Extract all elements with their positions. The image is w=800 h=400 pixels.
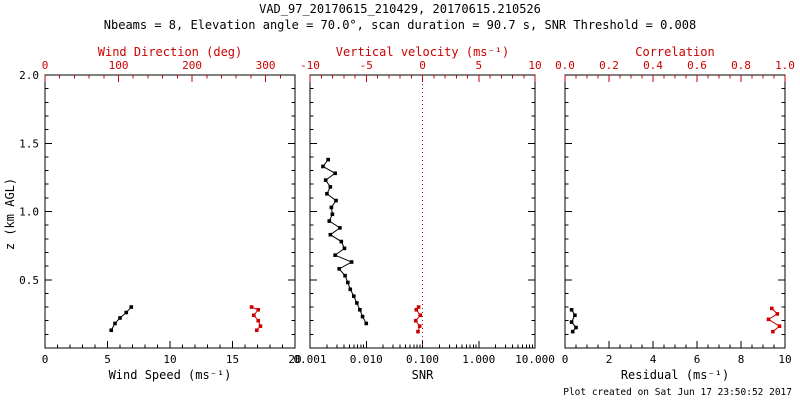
residual-panel: 0 2 4 6 8 10 Residual (ms⁻¹) 0.0 0.2 0.4 0.6 0.8 1.0… <box>555 45 795 382</box>
svg-text:0: 0 <box>42 59 49 72</box>
svg-text:Residual (ms⁻¹): Residual (ms⁻¹) <box>621 368 729 382</box>
plot-title: VAD_97_20170615_210429, 20170615.210526 <box>259 2 541 16</box>
svg-text:1.000: 1.000 <box>462 353 495 366</box>
snr-series <box>321 157 369 326</box>
svg-text:Wind Speed (ms⁻¹): Wind Speed (ms⁻¹) <box>109 368 232 382</box>
plot-created-timestamp: Plot created on Sat Jun 17 23:50:52 2017 <box>563 387 792 398</box>
svg-text:15: 15 <box>226 353 239 366</box>
svg-text:0: 0 <box>562 353 569 366</box>
svg-text:0.2: 0.2 <box>599 59 619 72</box>
svg-text:0.0: 0.0 <box>555 59 575 72</box>
svg-text:10: 10 <box>778 353 791 366</box>
svg-text:-5: -5 <box>360 59 373 72</box>
wind-direction-series <box>249 305 263 333</box>
svg-text:2: 2 <box>606 353 613 366</box>
svg-text:6: 6 <box>694 353 701 366</box>
svg-text:Vertical velocity (ms⁻¹): Vertical velocity (ms⁻¹) <box>336 45 509 59</box>
svg-text:8: 8 <box>738 353 745 366</box>
svg-text:10.000: 10.000 <box>515 353 555 366</box>
svg-text:5: 5 <box>475 59 482 72</box>
svg-text:5: 5 <box>104 353 111 366</box>
svg-text:0.4: 0.4 <box>643 59 663 72</box>
svg-text:0.8: 0.8 <box>731 59 751 72</box>
vertical-velocity-series <box>413 305 423 334</box>
svg-text:0.010: 0.010 <box>350 353 383 366</box>
svg-text:1.5: 1.5 <box>19 137 39 150</box>
svg-text:200: 200 <box>182 59 202 72</box>
wind-panel: 0 5 10 15 20 Wind Speed (ms⁻¹) 0 100 200 300 Wind … <box>19 45 302 382</box>
svg-text:1.0: 1.0 <box>775 59 795 72</box>
wind-speed-series <box>109 305 134 333</box>
svg-text:0.5: 0.5 <box>19 274 39 287</box>
svg-text:0.100: 0.100 <box>406 353 439 366</box>
svg-text:-10: -10 <box>300 59 320 72</box>
svg-text:20: 20 <box>288 353 301 366</box>
svg-text:10: 10 <box>163 353 176 366</box>
svg-text:Correlation: Correlation <box>635 45 714 59</box>
y-axis-title: z (km AGL) <box>3 178 17 250</box>
svg-text:300: 300 <box>256 59 276 72</box>
svg-text:4: 4 <box>650 353 657 366</box>
svg-text:0: 0 <box>419 59 426 72</box>
svg-text:10: 10 <box>528 59 541 72</box>
svg-text:0: 0 <box>42 353 49 366</box>
svg-text:0.6: 0.6 <box>687 59 707 72</box>
svg-text:100: 100 <box>109 59 129 72</box>
svg-text:1.0: 1.0 <box>19 206 39 219</box>
svg-text:0.001: 0.001 <box>293 353 326 366</box>
svg-text:2.0: 2.0 <box>19 69 39 82</box>
snr-panel: 0.001 0.010 0.100 1.000 10.000 SNR -10 -5 0 5 10 Ve… <box>293 45 554 382</box>
svg-text:Wind Direction (deg): Wind Direction (deg) <box>98 45 243 59</box>
residual-series <box>569 307 578 334</box>
correlation-series <box>766 306 782 334</box>
svg-text:SNR: SNR <box>412 368 434 382</box>
plot-subtitle: Nbeams = 8, Elevation angle = 70.0°, sca… <box>103 18 697 32</box>
